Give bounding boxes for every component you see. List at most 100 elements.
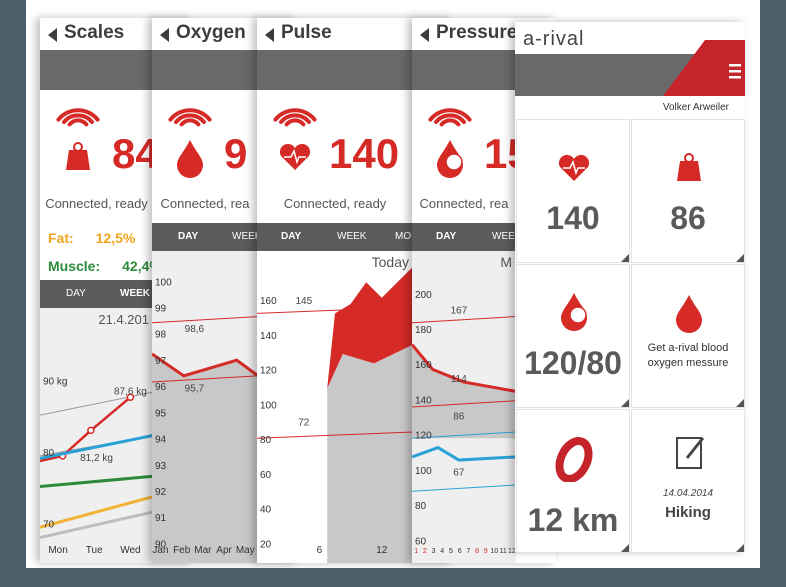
stat-label: Muscle: (48, 258, 101, 274)
annotation: 145 (295, 296, 312, 307)
tab[interactable]: WEEK (120, 288, 150, 299)
x-axis-label: Apr (216, 545, 232, 556)
back-button[interactable] (420, 28, 429, 42)
y-axis-label: 70 (43, 519, 55, 530)
tile-corner (736, 544, 744, 552)
tab[interactable]: WEEK (337, 231, 367, 242)
screen-title: Pressure (436, 22, 518, 43)
weight-icon (677, 161, 701, 181)
annotation: 95,7 (185, 383, 205, 394)
tab[interactable]: DAY (178, 231, 199, 242)
y-axis-label: 99 (155, 304, 167, 315)
area (412, 344, 516, 439)
area (152, 353, 258, 563)
back-button[interactable] (160, 28, 169, 42)
wifi-arc (279, 113, 311, 124)
menu-line[interactable] (729, 64, 741, 67)
x-axis-label: 7 (466, 548, 470, 555)
dashboard-tile[interactable]: 12 km (516, 409, 630, 552)
x-axis-label: 12 (376, 545, 388, 556)
tile-icon (677, 153, 701, 181)
annotation: 114 (451, 374, 467, 385)
tab[interactable]: DAY (66, 288, 86, 299)
period-label: M (500, 254, 512, 270)
chart: 90 kg 80 70 Mon Tue Wed 87,6 kg 81,2 kg 21.4.201 (40, 308, 153, 563)
device-icon (56, 108, 100, 170)
y-axis-label: 98 (155, 330, 167, 341)
device-icon (273, 108, 317, 170)
tab[interactable]: WEE (492, 231, 515, 242)
y-axis-label: 91 (155, 513, 167, 524)
wifi-arc (434, 113, 466, 124)
period-label: Today (372, 254, 409, 270)
stat-value: 42,4% (122, 258, 162, 274)
wifi-arc (56, 108, 100, 122)
ref-line (257, 306, 413, 314)
y-axis-label: 100 (415, 466, 432, 477)
x-axis-label: 6 (317, 545, 323, 556)
annotation: 86 (453, 411, 465, 422)
status: Connected, rea (160, 196, 250, 211)
x-axis-label: Wed (120, 545, 140, 556)
menu-line[interactable] (729, 76, 741, 79)
x-axis-label: 11 (500, 548, 507, 555)
x-axis-label: Mar (194, 545, 212, 556)
x-axis-label: 6 (458, 548, 462, 555)
tab[interactable]: MO (395, 231, 412, 242)
series-line (40, 495, 153, 529)
y-axis-label: 60 (260, 470, 272, 481)
dashboard-tile[interactable]: 140 (516, 119, 630, 263)
y-axis-label: 40 (260, 505, 272, 516)
line (412, 445, 516, 462)
drop-icon (177, 140, 203, 178)
screen-title: Scales (64, 22, 125, 43)
trend-point (87, 426, 95, 435)
chart: 160 140 120 100 80 60 40 20 6 12 145 72 Today (257, 251, 413, 563)
period-label: 21.4.201 (98, 312, 149, 327)
x-axis-label: 5 (449, 548, 453, 555)
y-axis-label: 160 (415, 360, 432, 371)
y-axis-label: 93 (155, 461, 167, 472)
app-screen: Pressure 1 5 Connected, rea DAY WEE 200 180 160 1… (412, 18, 556, 563)
tab[interactable]: DAY (281, 231, 302, 242)
wifi-arc (439, 118, 461, 127)
ref-line (152, 375, 258, 383)
accent-shape (663, 40, 745, 96)
wifi-arc (62, 113, 94, 124)
screens-stage: Scales 84 Connected, ready Fat: 12,5% Muscle:… (26, 0, 760, 568)
annotation: 98,6 (185, 324, 205, 335)
dashboard-tile[interactable]: 14.04.2014 Hiking (631, 409, 745, 552)
wifi-arc (168, 108, 212, 122)
user-name: Volker Arweiler (662, 102, 729, 113)
y-axis-label: 80 (260, 435, 272, 446)
back-button[interactable] (265, 28, 274, 42)
x-axis-label: Tue (86, 545, 103, 556)
tile-icon (676, 437, 705, 469)
drop-icon (676, 295, 702, 333)
dashboard-tile[interactable]: 120/80 (516, 264, 630, 408)
ref-line (152, 316, 258, 324)
logo: a-rival (523, 28, 585, 50)
tab[interactable]: DAY (436, 231, 457, 242)
trend-line (40, 396, 132, 463)
tab[interactable]: WEEK (232, 231, 262, 242)
dashboard-tile[interactable]: Get a-rival blood oxygen messure (631, 264, 745, 408)
dashboard-tile[interactable]: 86 (631, 119, 745, 263)
y-axis-label: 120 (415, 431, 432, 442)
y-axis-label: 90 (155, 539, 167, 550)
status: Connected, rea (419, 196, 509, 211)
back-button[interactable] (48, 28, 57, 42)
series-line (40, 434, 153, 460)
weight-icon (66, 150, 90, 170)
y-axis-label: 180 (415, 325, 432, 336)
y-axis-label: 80 (415, 501, 427, 512)
annotation: 167 (450, 305, 467, 316)
wifi-arc (284, 118, 306, 127)
y-axis-label: 97 (155, 356, 167, 367)
x-axis-label: May (236, 545, 255, 556)
tile-value: 86 (670, 200, 706, 236)
y-axis-label: 96 (155, 382, 167, 393)
x-axis-label: 10 (491, 548, 499, 555)
menu-line[interactable] (729, 70, 741, 73)
